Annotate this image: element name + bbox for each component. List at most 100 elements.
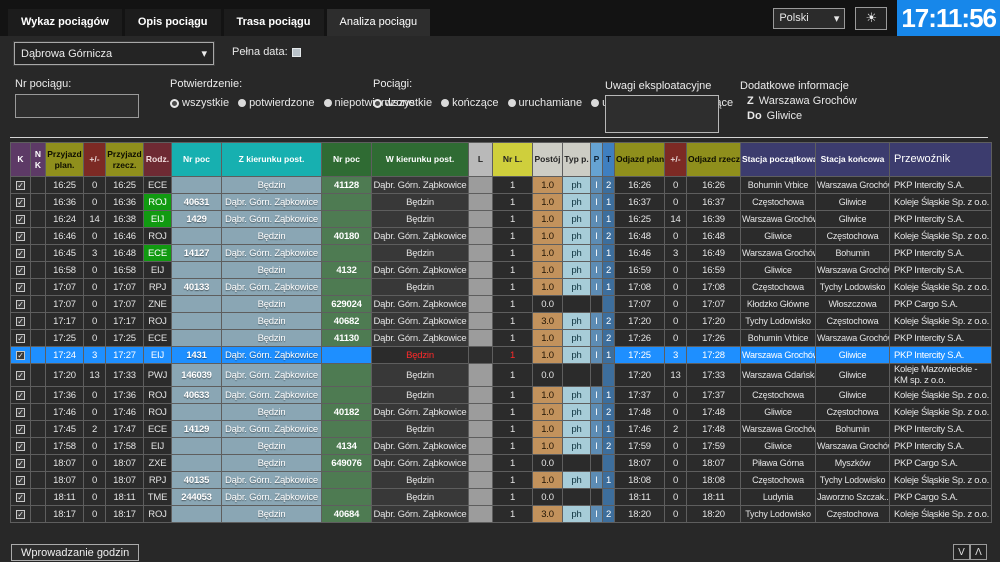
theme-toggle-button[interactable]: ☀ (855, 6, 888, 30)
row-checkbox[interactable]: ✓ (16, 424, 25, 434)
cell-nr-poc-z (171, 329, 222, 347)
cell-postoj: 1.0 (532, 227, 563, 245)
row-checkbox[interactable]: ✓ (16, 214, 25, 224)
table-row[interactable]: ✓ 16:36 0 16:36 ROJ 40631 Dąbr. Górn. Ząbkowic… (10, 193, 992, 211)
row-checkbox[interactable]: ✓ (16, 475, 25, 485)
col-header-nr-poc-w: Nr poc (321, 142, 372, 177)
radio-confirmation-potwierdzone[interactable]: potwierdzone (238, 97, 315, 109)
cell-typ-p: ph (562, 278, 591, 296)
cell-p: I (590, 261, 603, 279)
cell-p: I (590, 346, 603, 364)
table-row[interactable]: ✓ 18:07 0 18:07 RPJ 40135 Dąbr. Górn. Ząbkowic… (10, 471, 992, 489)
table-row[interactable]: ✓ 17:58 0 17:58 EIJ Będzin 4134 Dąbr. Górn. Ząb… (10, 437, 992, 455)
cell-postoj: 1.0 (532, 278, 563, 296)
row-checkbox[interactable]: ✓ (16, 350, 25, 360)
operational-remarks-textarea[interactable] (605, 95, 719, 133)
row-checkbox[interactable]: ✓ (16, 316, 25, 326)
cell-l (468, 278, 493, 296)
tab-trasa-pociagu[interactable]: Trasa pociągu (223, 9, 324, 36)
table-row[interactable]: ✓ 16:46 0 16:46 ROJ Będzin 40180 Dąbr. Górn. Zą… (10, 227, 992, 245)
cell-odjazd-plan: 18:08 (614, 471, 665, 489)
table-row[interactable]: ✓ 16:25 0 16:25 ECE Będzin 41128 Dąbr. Górn. Zą… (10, 176, 992, 194)
trains-filter: Pociągi: wszystkie kończące uruchamiane … (373, 78, 733, 109)
language-select[interactable]: Polski ▾ (773, 7, 846, 29)
table-row[interactable]: ✓ 17:07 0 17:07 ZNE Będzin 629024 Dąbr. Górn. Z… (10, 295, 992, 313)
cell-stacja-poczatkowa: Częstochowa (740, 193, 816, 211)
train-number-input[interactable] (15, 94, 139, 118)
row-checkbox[interactable]: ✓ (16, 282, 25, 292)
cell-przyjazd-plan: 16:45 (45, 244, 84, 262)
cell-przyjazd-rzecz: 18:07 (105, 454, 144, 472)
cell-odjazd-rzecz: 17:59 (686, 437, 741, 455)
scroll-up-button[interactable]: Λ (970, 544, 987, 560)
row-checkbox[interactable]: ✓ (16, 492, 25, 502)
cell-z-kierunku: Będzin (221, 295, 322, 313)
row-checkbox[interactable]: ✓ (16, 390, 25, 400)
table-row[interactable]: ✓ 16:45 3 16:48 ECE 14127 Dąbr. Górn. Ząbkowic… (10, 244, 992, 262)
row-checkbox[interactable]: ✓ (16, 407, 25, 417)
row-checkbox[interactable]: ✓ (16, 509, 25, 519)
table-row[interactable]: ✓ 17:07 0 17:07 RPJ 40133 Dąbr. Górn. Ząbkowic… (10, 278, 992, 296)
table-row[interactable]: ✓ 17:36 0 17:36 ROJ 40633 Dąbr. Górn. Ząbkowic… (10, 386, 992, 404)
cell-odjazd-plan: 18:07 (614, 454, 665, 472)
table-row[interactable]: ✓ 18:17 0 18:17 ROJ Będzin 40684 Dąbr. Górn. Zą… (10, 505, 992, 523)
tab-analiza-pociagu[interactable]: Analiza pociągu (326, 9, 431, 36)
row-checkbox[interactable]: ✓ (16, 180, 25, 190)
cell-przyjazd-rzecz: 17:36 (105, 386, 144, 404)
radio-confirmation-wszystkie[interactable]: wszystkie (170, 97, 229, 109)
table-row[interactable]: ✓ 17:46 0 17:46 ROJ Będzin 40182 Dąbr. Górn. Zą… (10, 403, 992, 421)
row-checkbox[interactable]: ✓ (16, 231, 25, 241)
table-row[interactable]: ✓ 18:07 0 18:07 ZXE Będzin 649076 Dąbr. Górn. Z… (10, 454, 992, 472)
cell-nk (30, 346, 46, 364)
table-row[interactable]: ✓ 17:17 0 17:17 ROJ Będzin 40682 Dąbr. Górn. Zą… (10, 312, 992, 330)
cell-przyjazd-plan: 17:07 (45, 295, 84, 313)
radio-trains-wszystkie[interactable]: wszystkie (373, 97, 432, 109)
row-checkbox[interactable]: ✓ (16, 197, 25, 207)
cell-p: I (590, 386, 603, 404)
full-date-checkbox[interactable] (291, 47, 301, 57)
cell-odjazd-rzecz: 17:48 (686, 420, 741, 438)
row-checkbox[interactable]: ✓ (16, 458, 25, 468)
row-checkbox[interactable]: ✓ (16, 248, 25, 258)
table-row[interactable]: ✓ 17:25 0 17:25 ECE Będzin 41130 Dąbr. Górn. Zą… (10, 329, 992, 347)
cell-z-kierunku: Dąbr. Górn. Ząbkowice (221, 346, 322, 364)
station-select[interactable]: Dąbrowa Górnicza ▾ (13, 41, 215, 66)
cell-k: ✓ (10, 454, 31, 472)
table-row[interactable]: ✓ 18:11 0 18:11 TME 244053 Dąbr. Górn. Ząbkowi… (10, 488, 992, 506)
tab-wykaz-pociagow[interactable]: Wykaz pociągów (8, 9, 122, 36)
cell-przyjazd-plan: 17:07 (45, 278, 84, 296)
cell-przyjazd-rzecz: 18:07 (105, 471, 144, 489)
cell-typ-p: ph (562, 244, 591, 262)
cell-przewoznik: Koleje Mazowieckie - KM sp. z o.o. (889, 363, 992, 387)
row-checkbox[interactable]: ✓ (16, 299, 25, 309)
table-row[interactable]: ✓ 16:24 14 16:38 EIJ 1429 Dąbr. Górn. Ząbkowic… (10, 210, 992, 228)
row-checkbox[interactable]: ✓ (16, 333, 25, 343)
row-checkbox[interactable]: ✓ (16, 370, 25, 380)
radio-trains-konczace[interactable]: kończące (441, 97, 499, 109)
cell-w-kierunku: Dąbr. Górn. Ząbkowice (371, 329, 469, 347)
cell-nk (30, 278, 46, 296)
table-row[interactable]: ✓ 17:24 3 17:27 EIJ 1431 Dąbr. Górn. Ząbkowice… (10, 346, 992, 364)
cell-nr-poc-w: 629024 (321, 295, 372, 313)
scroll-down-button[interactable]: V (953, 544, 970, 560)
cell-przyjazd-diff: 0 (83, 471, 106, 489)
row-checkbox[interactable]: ✓ (16, 265, 25, 275)
table-row[interactable]: ✓ 17:20 13 17:33 PWJ 146039 Dąbr. Górn. Ząbkow… (10, 363, 992, 387)
cell-typ-p: ph (562, 471, 591, 489)
radio-trains-uruchamiane[interactable]: uruchamiane (507, 97, 582, 109)
cell-odjazd-rzecz: 17:26 (686, 329, 741, 347)
tab-opis-pociagu[interactable]: Opis pociągu (124, 9, 221, 36)
col-header-przyjazd-rzecz: Przyjazd rzecz. (105, 142, 144, 177)
cell-rodz: ZNE (143, 295, 172, 313)
table-row[interactable]: ✓ 16:58 0 16:58 EIJ Będzin 4132 Dąbr. Górn. Ząb… (10, 261, 992, 279)
col-header-nr-poc-z: Nr poc (171, 142, 222, 177)
row-checkbox[interactable]: ✓ (16, 441, 25, 451)
table-row[interactable]: ✓ 17:45 2 17:47 ECE 14129 Dąbr. Górn. Ząbkowic… (10, 420, 992, 438)
confirmation-label: Potwierdzenie: (170, 78, 243, 90)
cell-p: I (590, 437, 603, 455)
cell-t (602, 295, 615, 313)
cell-nr-l: 1 (492, 312, 533, 330)
cell-z-kierunku: Dąbr. Górn. Ząbkowice (221, 363, 322, 387)
enter-times-button[interactable]: Wprowadzanie godzin (11, 544, 140, 561)
